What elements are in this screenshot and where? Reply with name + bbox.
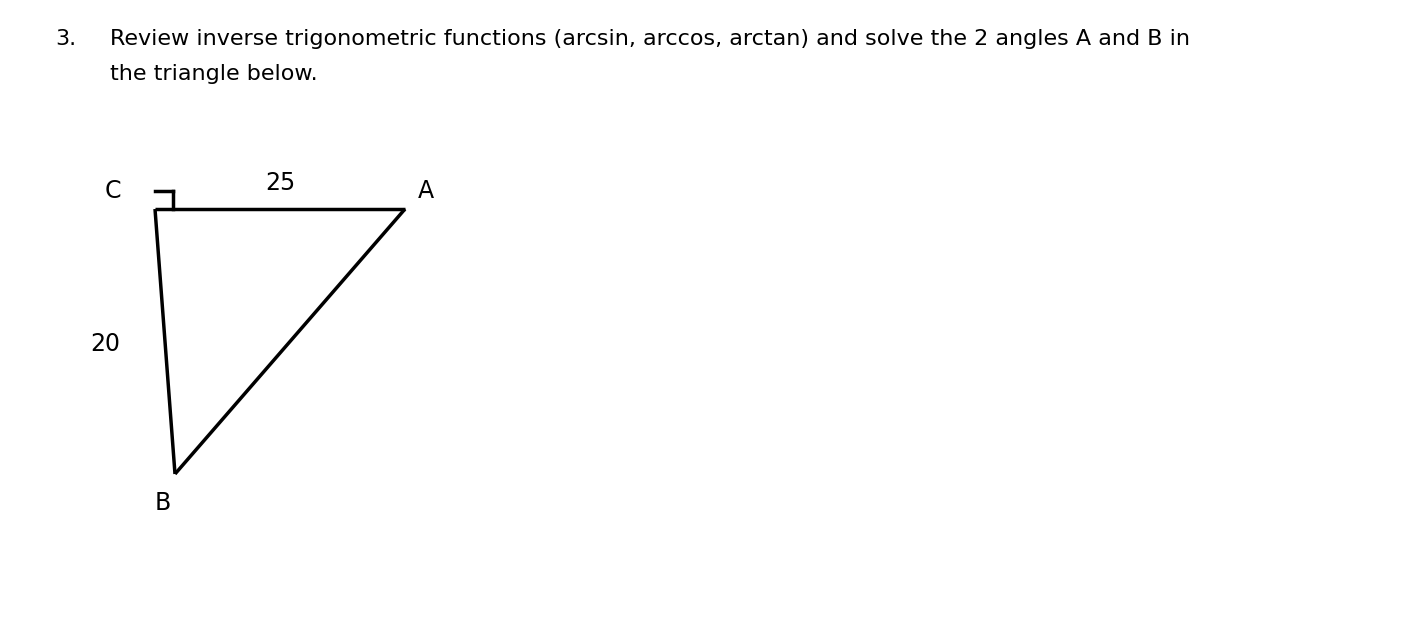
Text: Review inverse trigonometric functions (arcsin, arccos, arctan) and solve the 2 : Review inverse trigonometric functions (… bbox=[110, 29, 1191, 49]
Text: 20: 20 bbox=[90, 332, 120, 356]
Text: the triangle below.: the triangle below. bbox=[110, 64, 318, 84]
Text: A: A bbox=[419, 179, 434, 203]
Text: B: B bbox=[156, 491, 171, 515]
Text: 3.: 3. bbox=[55, 29, 76, 49]
Text: C: C bbox=[105, 179, 122, 203]
Text: 25: 25 bbox=[264, 171, 296, 195]
